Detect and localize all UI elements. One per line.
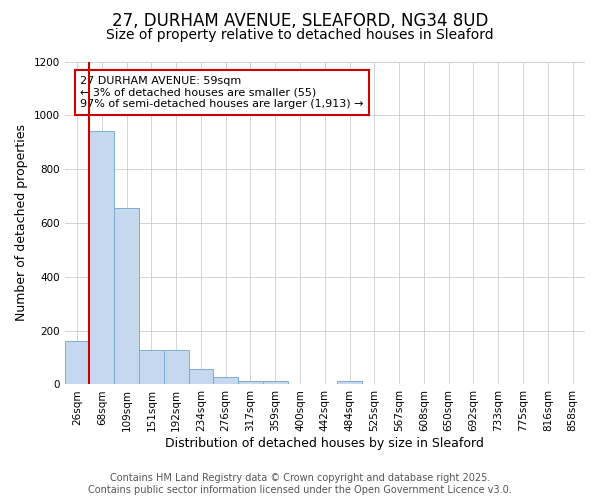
Bar — [337, 381, 362, 384]
Y-axis label: Number of detached properties: Number of detached properties — [15, 124, 28, 322]
Text: Contains HM Land Registry data © Crown copyright and database right 2025.
Contai: Contains HM Land Registry data © Crown c… — [88, 474, 512, 495]
Text: 27, DURHAM AVENUE, SLEAFORD, NG34 8UD: 27, DURHAM AVENUE, SLEAFORD, NG34 8UD — [112, 12, 488, 30]
Bar — [114, 208, 139, 384]
Text: 27 DURHAM AVENUE: 59sqm
← 3% of detached houses are smaller (55)
97% of semi-det: 27 DURHAM AVENUE: 59sqm ← 3% of detached… — [80, 76, 364, 109]
Bar — [65, 342, 89, 384]
Bar — [214, 377, 238, 384]
Bar — [263, 381, 287, 384]
Bar — [139, 350, 164, 384]
Bar — [89, 132, 114, 384]
X-axis label: Distribution of detached houses by size in Sleaford: Distribution of detached houses by size … — [166, 437, 484, 450]
Bar — [238, 381, 263, 384]
Bar — [188, 369, 214, 384]
Text: Size of property relative to detached houses in Sleaford: Size of property relative to detached ho… — [106, 28, 494, 42]
Bar — [164, 350, 188, 384]
